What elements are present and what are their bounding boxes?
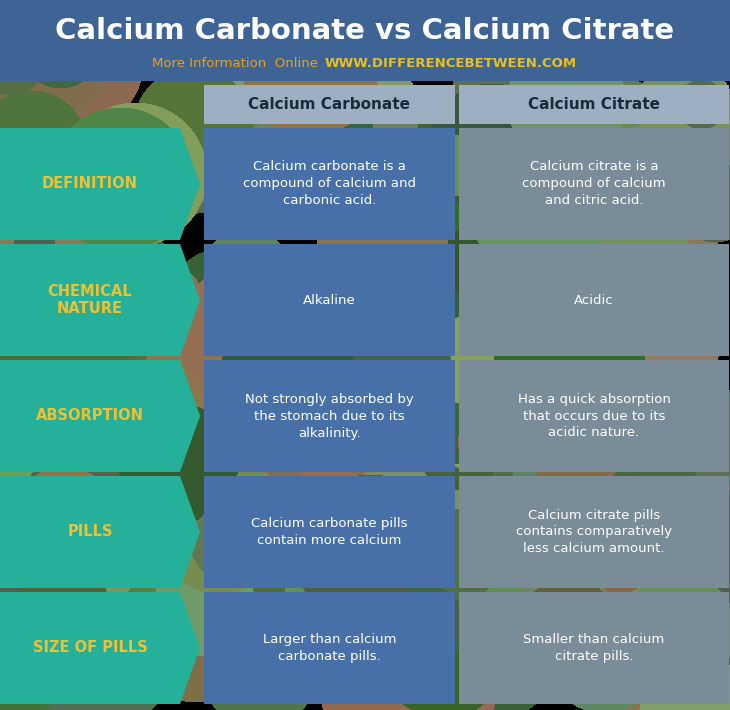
Text: PILLS: PILLS xyxy=(67,525,112,540)
Text: ABSORPTION: ABSORPTION xyxy=(36,408,144,423)
Text: Smaller than calcium
citrate pills.: Smaller than calcium citrate pills. xyxy=(523,633,664,663)
FancyBboxPatch shape xyxy=(204,360,455,472)
Text: Calcium citrate is a
compound of calcium
and citric acid.: Calcium citrate is a compound of calcium… xyxy=(522,160,666,207)
FancyBboxPatch shape xyxy=(204,476,455,588)
Text: Alkaline: Alkaline xyxy=(303,293,356,307)
Text: SIZE OF PILLS: SIZE OF PILLS xyxy=(33,640,147,655)
Text: Calcium Citrate: Calcium Citrate xyxy=(528,97,660,112)
FancyBboxPatch shape xyxy=(0,0,730,81)
FancyBboxPatch shape xyxy=(204,128,455,240)
Text: WWW.DIFFERENCEBETWEEN.COM: WWW.DIFFERENCEBETWEEN.COM xyxy=(325,57,577,70)
Text: Has a quick absorption
that occurs due to its
acidic nature.: Has a quick absorption that occurs due t… xyxy=(518,393,670,439)
Text: Acidic: Acidic xyxy=(575,293,614,307)
Polygon shape xyxy=(0,592,200,704)
Polygon shape xyxy=(0,128,200,240)
FancyBboxPatch shape xyxy=(459,85,729,124)
FancyBboxPatch shape xyxy=(204,244,455,356)
Text: Calcium Carbonate: Calcium Carbonate xyxy=(248,97,410,112)
FancyBboxPatch shape xyxy=(459,244,729,356)
Text: More Information  Online: More Information Online xyxy=(152,57,318,70)
Text: CHEMICAL
NATURE: CHEMICAL NATURE xyxy=(47,284,132,316)
FancyBboxPatch shape xyxy=(459,360,729,472)
Text: Larger than calcium
carbonate pills.: Larger than calcium carbonate pills. xyxy=(263,633,396,663)
FancyBboxPatch shape xyxy=(459,476,729,588)
Polygon shape xyxy=(0,476,200,588)
Text: Not strongly absorbed by
the stomach due to its
alkalinity.: Not strongly absorbed by the stomach due… xyxy=(245,393,414,439)
Polygon shape xyxy=(0,360,200,472)
FancyBboxPatch shape xyxy=(459,592,729,704)
Polygon shape xyxy=(0,244,200,356)
FancyBboxPatch shape xyxy=(204,592,455,704)
Text: Calcium carbonate pills
contain more calcium: Calcium carbonate pills contain more cal… xyxy=(251,517,408,547)
Text: Calcium carbonate is a
compound of calcium and
carbonic acid.: Calcium carbonate is a compound of calci… xyxy=(243,160,416,207)
FancyBboxPatch shape xyxy=(459,128,729,240)
FancyBboxPatch shape xyxy=(204,85,455,124)
Text: Calcium citrate pills
contains comparatively
less calcium amount.: Calcium citrate pills contains comparati… xyxy=(516,508,672,555)
Text: DEFINITION: DEFINITION xyxy=(42,177,138,192)
Text: Calcium Carbonate vs Calcium Citrate: Calcium Carbonate vs Calcium Citrate xyxy=(55,17,675,45)
